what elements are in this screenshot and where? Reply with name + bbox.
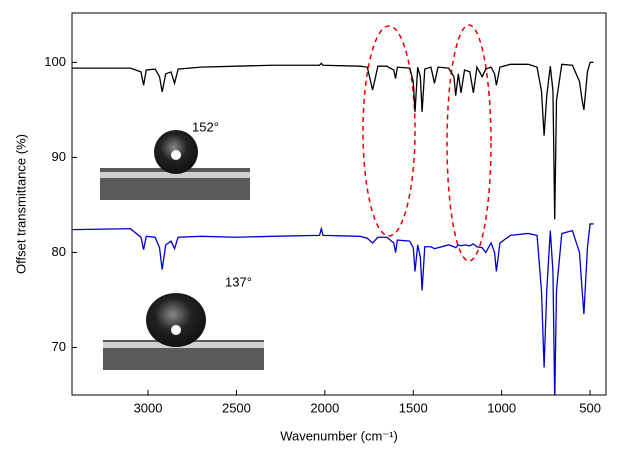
highlight-ellipse <box>362 25 416 237</box>
highlight-ellipse <box>446 24 492 262</box>
y-tick-label: 100 <box>44 54 66 69</box>
spectrum-line <box>72 61 594 220</box>
x-axis-title: Wavenumber (cm⁻¹) <box>280 428 398 443</box>
x-tick-label: 2500 <box>222 400 251 415</box>
contact-angle-label: 137° <box>225 274 252 289</box>
plot-frame <box>71 12 607 396</box>
y-axis-title: Offset transmittance (%) <box>13 134 28 274</box>
x-tick-label: 1000 <box>487 400 516 415</box>
inset-photo-2 <box>103 293 264 370</box>
spectrum-line <box>72 223 594 395</box>
x-tick-label: 1500 <box>399 400 428 415</box>
plot-area <box>72 61 594 395</box>
x-tick-label: 2000 <box>310 400 339 415</box>
x-tick-label: 3000 <box>134 400 163 415</box>
y-tick-label: 80 <box>52 244 66 259</box>
y-tick-label: 70 <box>52 339 66 354</box>
contact-angle-label: 152° <box>192 119 219 134</box>
x-tick-label: 500 <box>579 400 601 415</box>
y-tick-label: 90 <box>52 149 66 164</box>
inset-photo-1 <box>100 130 250 200</box>
